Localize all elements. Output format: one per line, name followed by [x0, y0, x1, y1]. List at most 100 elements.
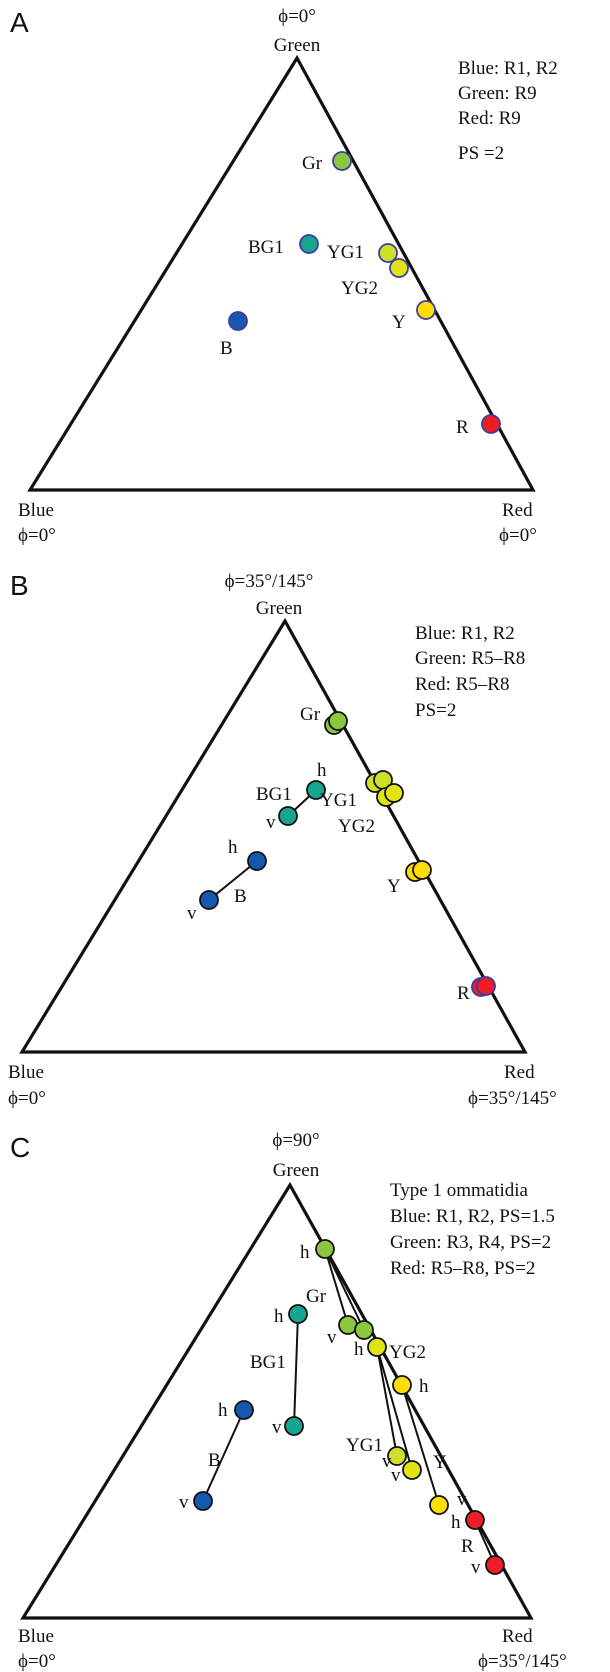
connector-b — [208, 860, 258, 901]
label-yg2-h: h — [354, 1339, 364, 1360]
panel-c-legend: Type 1 ommatidia Blue: R1, R2, PS=1.5 Gr… — [390, 1180, 555, 1279]
panel-a-blue-label: Blue — [18, 500, 54, 521]
panel-b-legend-line: Blue: R1, R2 — [415, 623, 515, 644]
point-bg1-v — [278, 806, 298, 826]
panel-a-red-label: Red — [502, 500, 533, 521]
panel-a-blue-phi: ϕ=0° — [18, 525, 56, 546]
label-bg1-h: h — [317, 760, 327, 781]
point-bg1-h — [306, 780, 326, 800]
label-yg1: YG1 — [346, 1435, 383, 1456]
point-b-v — [193, 1491, 213, 1511]
point-bg1 — [299, 234, 319, 254]
panel-a-legend-line: Blue: R1, R2 — [458, 58, 558, 79]
panel-c-letter: C — [10, 1132, 30, 1163]
label-b-v: v — [187, 903, 197, 924]
label-r-v: v — [471, 1557, 481, 1578]
label-bg1-v: v — [266, 812, 276, 833]
panel-b-letter: B — [10, 570, 29, 601]
label-bg1: BG1 — [250, 1352, 286, 1373]
point-r — [476, 976, 496, 996]
point-r-v — [485, 1555, 505, 1575]
panel-b-blue-label: Blue — [8, 1062, 44, 1083]
panel-a-green-label: Green — [274, 35, 321, 56]
panel-b-legend-line: Red: R5–R8 — [415, 674, 509, 695]
panel-b-green-label: Green — [256, 598, 303, 619]
panel-a-legend-line: Red: R9 — [458, 108, 521, 129]
panel-b-triangle — [19, 617, 528, 1054]
panel-b-legend: Blue: R1, R2 Green: R5–R8 Red: R5–R8 PS=… — [415, 623, 525, 721]
point-bg1-h — [288, 1304, 308, 1324]
panel-b-green-phi: ϕ=35°/145° — [225, 571, 314, 592]
point-yg2-v — [402, 1460, 422, 1480]
point-gr — [328, 711, 348, 731]
label-r-h: h — [451, 1512, 461, 1533]
point-gr-v — [354, 1320, 374, 1340]
panel-b-legend-line: Green: R5–R8 — [415, 648, 525, 669]
label-yg2-v: v — [391, 1465, 401, 1486]
panel-a-triangle — [27, 54, 536, 492]
panel-c-triangle — [20, 1181, 534, 1620]
label-gr: Gr — [306, 1286, 327, 1307]
point-b-h — [234, 1400, 254, 1420]
label-y-v: v — [457, 1489, 467, 1510]
label-yg2: YG2 — [338, 816, 375, 837]
label-yg2: YG2 — [341, 278, 378, 299]
panel-b-legend-line: PS=2 — [415, 700, 456, 721]
label-r: R — [456, 417, 469, 438]
label-b-h: h — [218, 1400, 228, 1421]
label-r: R — [461, 1536, 474, 1557]
panel-c-legend-line: Type 1 ommatidia — [390, 1180, 529, 1201]
panel-c-blue-label: Blue — [18, 1626, 54, 1647]
label-yg1: YG1 — [327, 242, 364, 263]
panel-c-red-phi: ϕ=35°/145° — [478, 1651, 567, 1672]
label-gr-v: v — [327, 1327, 337, 1348]
point-yg2 — [389, 258, 409, 278]
label-yg1: YG1 — [320, 790, 357, 811]
panel-b: B ϕ=35°/145° Green Blue ϕ=0° Red ϕ=35°/1… — [8, 570, 557, 1109]
point-r-h — [465, 1510, 485, 1530]
connector-b — [202, 1409, 245, 1502]
label-r: R — [457, 983, 470, 1004]
label-yg2: YG2 — [389, 1342, 426, 1363]
panel-c-blue-phi: ϕ=0° — [18, 1651, 56, 1672]
point-yg1 — [378, 243, 398, 263]
label-y-h: h — [419, 1376, 429, 1397]
panel-c-legend-line: Red: R5–R8, PS=2 — [390, 1258, 535, 1279]
panel-c-green-phi: ϕ=90° — [272, 1130, 319, 1151]
label-b-h: h — [228, 837, 238, 858]
label-bg1: BG1 — [256, 784, 292, 805]
point-y — [412, 860, 432, 880]
label-b: B — [208, 1450, 221, 1471]
label-gr: Gr — [302, 153, 323, 174]
panel-b-blue-phi: ϕ=0° — [8, 1088, 46, 1109]
label-yg1-v: v — [382, 1451, 392, 1472]
panel-b-red-label: Red — [504, 1062, 535, 1083]
panel-b-red-phi: ϕ=35°/145° — [468, 1088, 557, 1109]
connector-yg2 — [376, 1346, 413, 1471]
label-b-v: v — [179, 1492, 189, 1513]
connector-bg1 — [293, 1313, 299, 1427]
label-bg1-h: h — [274, 1306, 284, 1327]
label-bg1-v: v — [272, 1417, 282, 1438]
point-yg2 — [384, 783, 404, 803]
panel-a-legend-line: Green: R9 — [458, 83, 537, 104]
point-gr-h — [315, 1239, 335, 1259]
panel-c-red-label: Red — [502, 1626, 533, 1647]
connector-gr — [324, 1248, 349, 1326]
panel-c: C ϕ=90° Green Blue ϕ=0° Red ϕ=35°/145° T… — [10, 1130, 567, 1672]
panel-c-green-label: Green — [273, 1160, 320, 1181]
point-b-v — [199, 890, 219, 910]
panel-a-letter: A — [10, 7, 29, 38]
label-bg1: BG1 — [248, 237, 284, 258]
point-b-h — [247, 851, 267, 871]
label-b: B — [220, 338, 233, 359]
label-gr-h: h — [300, 1242, 310, 1263]
point-yg1 — [387, 1446, 407, 1466]
panel-a-legend: Blue: R1, R2 Green: R9 Red: R9 PS =2 — [458, 58, 558, 164]
label-b: B — [234, 886, 247, 907]
label-y: Y — [433, 1452, 447, 1473]
label-y: Y — [392, 312, 406, 333]
point-r — [481, 414, 501, 434]
connector-yg2 — [376, 1346, 398, 1457]
point-gr — [332, 151, 352, 171]
